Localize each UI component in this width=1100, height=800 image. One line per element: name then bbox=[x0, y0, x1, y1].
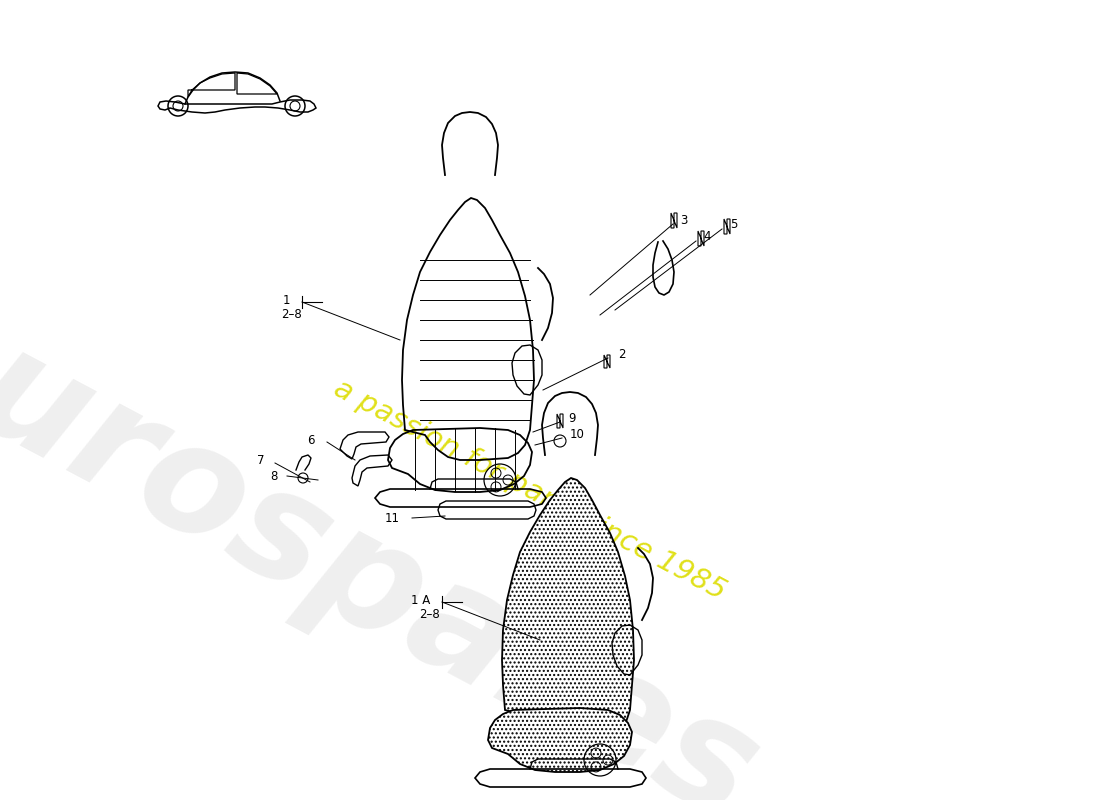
Polygon shape bbox=[488, 708, 632, 772]
Text: 2–8: 2–8 bbox=[419, 609, 440, 622]
Text: 11: 11 bbox=[385, 511, 400, 525]
Text: 9: 9 bbox=[568, 411, 575, 425]
Text: 2–8: 2–8 bbox=[282, 309, 303, 322]
Polygon shape bbox=[502, 478, 634, 740]
Text: 4: 4 bbox=[703, 230, 711, 243]
Text: 10: 10 bbox=[570, 427, 585, 441]
Text: 7: 7 bbox=[257, 454, 265, 466]
Text: eurospares: eurospares bbox=[0, 267, 781, 800]
Text: 5: 5 bbox=[730, 218, 737, 231]
Text: 2: 2 bbox=[618, 349, 626, 362]
Text: 3: 3 bbox=[680, 214, 688, 226]
Text: 1: 1 bbox=[283, 294, 290, 306]
Text: 6: 6 bbox=[308, 434, 315, 446]
Text: 8: 8 bbox=[271, 470, 278, 482]
Text: a passion for parts since 1985: a passion for parts since 1985 bbox=[329, 374, 730, 606]
Text: 1 A: 1 A bbox=[410, 594, 430, 606]
